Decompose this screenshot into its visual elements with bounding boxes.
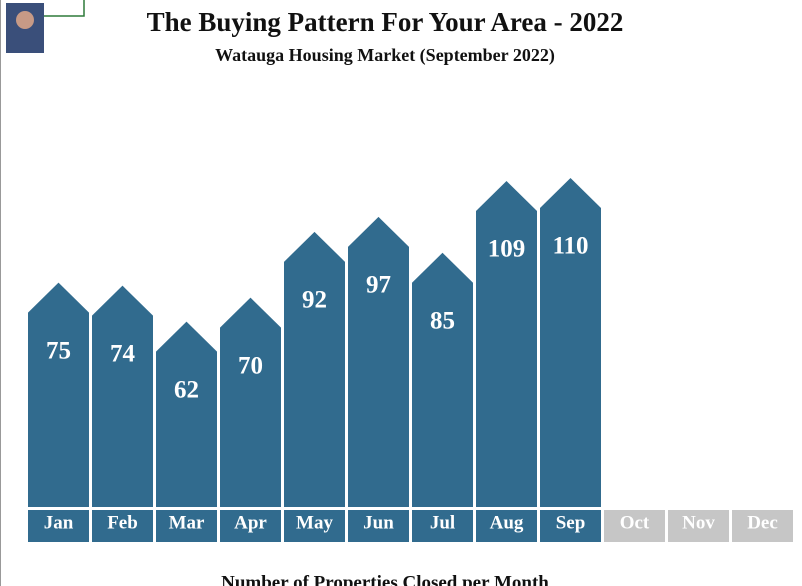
x-tick-label: Apr xyxy=(234,512,267,533)
chart-subtitle: Watauga Housing Market (September 2022) xyxy=(215,45,555,66)
x-tick-label: Jun xyxy=(363,512,394,533)
bar xyxy=(412,252,473,507)
data-label: 110 xyxy=(552,233,588,260)
data-label: 75 xyxy=(46,337,71,364)
bar xyxy=(348,216,409,507)
data-label: 85 xyxy=(430,308,455,335)
category-box xyxy=(732,510,793,542)
bar xyxy=(220,297,281,507)
bar xyxy=(540,178,601,507)
bar xyxy=(92,285,153,507)
bar xyxy=(284,231,345,507)
category-box xyxy=(284,510,345,542)
category-box xyxy=(604,510,665,542)
x-tick-label: Jul xyxy=(430,512,455,533)
category-box xyxy=(476,510,537,542)
x-tick-label: Feb xyxy=(107,512,138,533)
category-box xyxy=(412,510,473,542)
data-label: 97 xyxy=(366,272,391,299)
bar xyxy=(156,321,217,507)
x-tick-label: Jan xyxy=(44,512,74,533)
data-label: 74 xyxy=(110,340,136,367)
category-box xyxy=(92,510,153,542)
decoration xyxy=(44,0,85,17)
x-tick-label: Oct xyxy=(620,512,650,533)
x-tick-label: Nov xyxy=(682,512,715,533)
x-tick-label: Mar xyxy=(169,512,205,533)
x-axis-label: Number of Properties Closed per Month xyxy=(221,572,549,586)
data-label: 109 xyxy=(488,236,526,263)
category-box xyxy=(540,510,601,542)
data-label: 62 xyxy=(174,376,199,403)
agent-photo-face xyxy=(16,11,34,29)
data-label: 92 xyxy=(302,287,327,314)
x-tick-label: Dec xyxy=(747,512,778,533)
x-tick-label: Sep xyxy=(556,512,586,533)
chart-title: The Buying Pattern For Your Area - 2022 xyxy=(147,7,624,37)
x-tick-label: Aug xyxy=(490,512,524,533)
bar xyxy=(476,180,537,507)
category-box xyxy=(348,510,409,542)
category-box xyxy=(220,510,281,542)
bar xyxy=(28,282,89,507)
x-tick-label: May xyxy=(296,512,333,533)
category-box xyxy=(156,510,217,542)
category-box xyxy=(28,510,89,542)
data-label: 70 xyxy=(238,352,263,379)
category-box xyxy=(668,510,729,542)
